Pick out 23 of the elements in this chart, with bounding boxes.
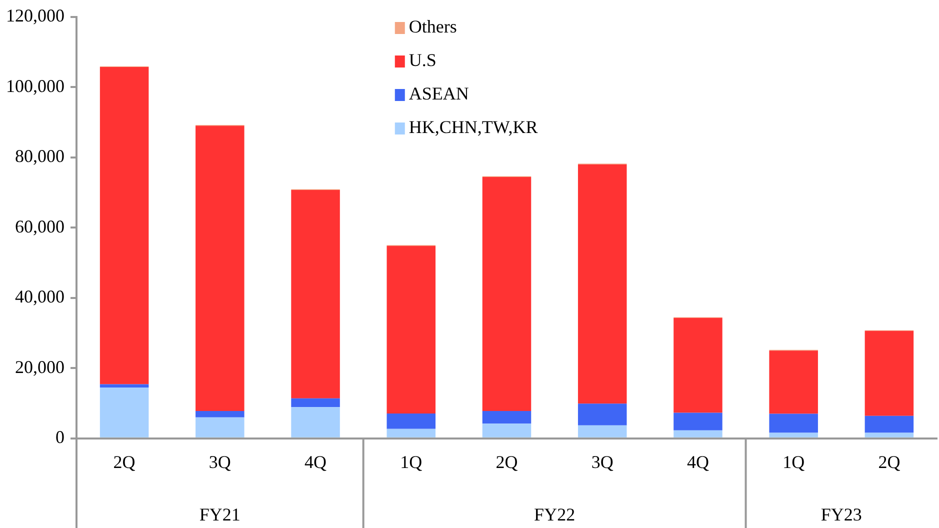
- y-tick-label: 120,000: [6, 6, 64, 26]
- y-tick-label: 20,000: [15, 356, 64, 377]
- x-tick-label: 2Q: [878, 452, 900, 472]
- text: FY21: [199, 504, 240, 525]
- x-tick-label: 1Q: [782, 452, 805, 472]
- x-tick-label: 4Q: [304, 452, 327, 472]
- y-tick-label: 60,000: [15, 216, 64, 236]
- x-tick-label: 1Q: [400, 452, 422, 472]
- x-tick-label: 2Q: [496, 452, 518, 472]
- x-tick-label: 2Q: [113, 452, 136, 472]
- text: FY22: [534, 504, 576, 525]
- x-tick-label: 3Q: [591, 452, 614, 472]
- y-tick-label: 40,000: [15, 286, 64, 307]
- text: FY23: [820, 504, 862, 525]
- x-tick-label: 4Q: [686, 452, 709, 472]
- legend-label: HK,CHN,TW,KR: [408, 117, 538, 138]
- x-tick-label: 3Q: [208, 452, 231, 472]
- y-tick-label: 0: [56, 427, 64, 448]
- y-tick-label: 100,000: [6, 76, 64, 96]
- y-tick-label: 80,000: [15, 146, 64, 166]
- legend-label: U.S: [408, 50, 436, 70]
- legend-label: Others: [408, 16, 457, 37]
- legend-label: ASEAN: [408, 84, 469, 104]
